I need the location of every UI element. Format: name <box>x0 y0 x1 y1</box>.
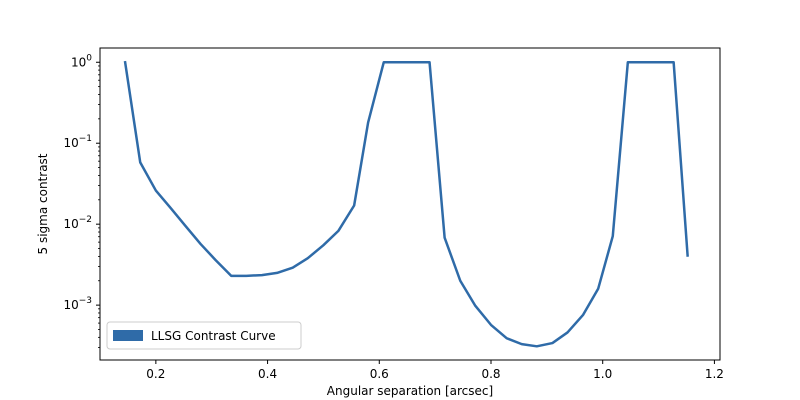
y-tick-label: 10−1 <box>63 134 92 150</box>
x-tick-label: 1.0 <box>593 367 612 381</box>
legend: LLSG Contrast Curve <box>106 321 302 350</box>
x-tick-label: 0.6 <box>370 367 389 381</box>
x-tick-label: 1.2 <box>705 367 724 381</box>
legend-swatch <box>113 330 143 341</box>
y-tick-label: 10−2 <box>63 215 92 231</box>
y-tick-label-base: 10 <box>71 55 86 69</box>
plot-frame <box>99 47 721 361</box>
x-tick-label: 0.4 <box>258 367 277 381</box>
y-tick-label-base: 10 <box>63 136 78 150</box>
y-tick-label: 100 <box>71 53 92 69</box>
plot-layer <box>123 60 689 348</box>
legend-label: LLSG Contrast Curve <box>151 329 276 343</box>
x-tick-label: 0.2 <box>146 367 165 381</box>
y-tick-label-base: 10 <box>63 298 78 312</box>
y-tick-label-exponent: 0 <box>86 53 92 63</box>
series-line-0 <box>123 60 689 348</box>
y-tick-label: 10−3 <box>63 296 92 312</box>
y-tick-label-base: 10 <box>63 217 78 231</box>
x-tick-label: 0.8 <box>481 367 500 381</box>
y-axis-label: 5 sigma contrast <box>36 153 50 254</box>
x-axis-label: Angular separation [arcsec] <box>327 384 493 398</box>
y-tick-label-exponent: −3 <box>79 296 92 306</box>
legend-box <box>106 321 302 350</box>
y-tick-label-exponent: −2 <box>79 215 92 225</box>
y-tick-label-exponent: −1 <box>79 134 92 144</box>
